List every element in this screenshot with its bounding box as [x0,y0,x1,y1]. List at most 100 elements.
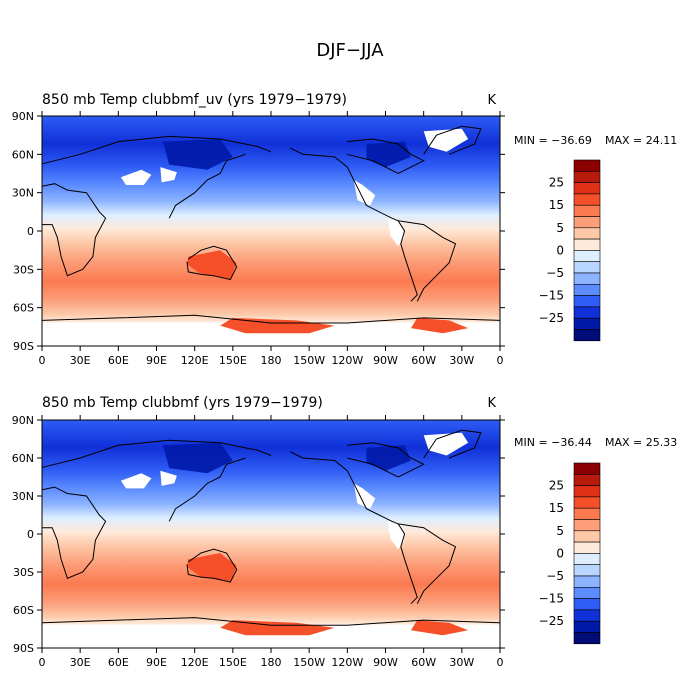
coastline [423,125,482,155]
colorbar-label: 0 [556,243,564,257]
colorbar-swatch [573,329,601,342]
x-tick-label: 180 [261,354,282,367]
field-background [42,420,500,648]
coastline [42,617,500,626]
y-tick-label: 90S [13,340,34,353]
min-label: MIN = −36.44 [514,436,592,449]
x-tick-label: 30W [449,354,474,367]
colorbar-swatch [573,564,601,577]
x-tick-label: 90E [146,354,167,367]
colorbar-label: −5 [546,569,564,583]
missing-data [120,169,152,185]
colorbar-label: 15 [549,198,564,212]
x-tick-label: 90W [373,354,398,367]
x-tick-label: 0 [39,354,46,367]
colorbar-swatch [573,182,601,195]
colorbar-swatch [573,586,601,599]
x-tick-label: 0 [497,354,504,367]
coastline [42,486,107,579]
max-label: MAX = 25.33 [605,436,677,449]
coastline [398,220,457,302]
missing-data [423,432,469,456]
colorbar-swatch [573,216,601,229]
missing-data [423,128,469,152]
coastline [42,183,107,277]
cold-anomaly [162,139,233,170]
colorbar-label: −15 [539,289,564,303]
colorbar-swatch [573,261,601,274]
temperature-field [42,116,500,346]
max-label: MAX = 24.11 [605,134,677,147]
units-label: K [487,396,496,411]
y-tick-label: 60S [13,302,34,315]
colorbar-swatch [573,171,601,183]
y-tick-label: 60S [13,604,34,617]
colorbar-label: −25 [539,614,564,628]
y-tick-label: 30S [13,566,34,579]
colorbar-swatch [573,598,601,611]
coastline [168,153,246,219]
colorbar-label: −5 [546,266,564,280]
cold-anomaly [366,141,411,168]
y-tick-label: 90N [12,110,34,123]
x-tick-label: 150W [293,354,325,367]
coastline [42,135,272,165]
y-tick-label: 90S [13,642,34,655]
missing-data [353,483,376,509]
colorbar-swatch [573,496,601,509]
coastline [347,442,425,478]
colorbar-swatch [573,272,601,285]
temperature-field [42,420,500,648]
missing-data [160,470,177,486]
coastline [42,439,272,469]
x-tick-label: 150E [219,656,247,669]
y-tick-label: 60N [12,452,34,465]
warm-anomaly [187,553,237,583]
colorbar-label: 15 [549,501,564,515]
coastline [42,314,500,324]
coastline [186,548,238,583]
colorbar-swatch [573,530,601,543]
y-tick-label: 0 [27,225,34,238]
colorbar-swatch [573,159,601,172]
coastline [423,429,482,459]
y-tick-label: 60N [12,148,34,161]
warm-anomaly [220,620,335,636]
x-tick-label: 0 [497,656,504,669]
colorbar-swatch [573,519,601,532]
coastline [397,523,418,605]
colorbar-swatch [573,250,601,262]
colorbar-swatch [573,283,601,296]
colorbar-swatch [573,575,601,588]
coastline [347,138,425,175]
x-tick-label: 0 [39,656,46,669]
colorbar-label: −15 [539,592,564,606]
colorbar-label: −25 [539,311,564,325]
colorbar-swatch [573,462,601,475]
coastline [168,457,246,522]
colorbar-swatch [573,227,601,240]
x-tick-label: 60E [108,354,129,367]
x-tick-label: 30E [70,656,91,669]
colorbar-swatch [573,204,601,217]
colorbar-swatch [573,507,601,520]
coastline [186,245,238,281]
colorbar-label: 25 [549,176,564,190]
x-tick-label: 150W [293,656,325,669]
units-label: K [487,93,496,108]
x-tick-label: 120E [181,656,209,669]
colorbar-swatch [573,541,601,554]
warm-anomaly [410,317,469,334]
colorbar-label: 25 [549,479,564,493]
x-tick-label: 150E [219,354,247,367]
colorbar-swatch [573,485,601,498]
y-tick-label: 90N [12,414,34,427]
min-label: MIN = −36.69 [514,134,592,147]
colorbar-label: 5 [556,524,564,538]
main-title: DJF−JJA [316,40,384,61]
y-tick-label: 0 [27,528,34,541]
colorbar-swatch [573,553,601,566]
coastline [289,451,399,525]
missing-data [120,473,152,489]
